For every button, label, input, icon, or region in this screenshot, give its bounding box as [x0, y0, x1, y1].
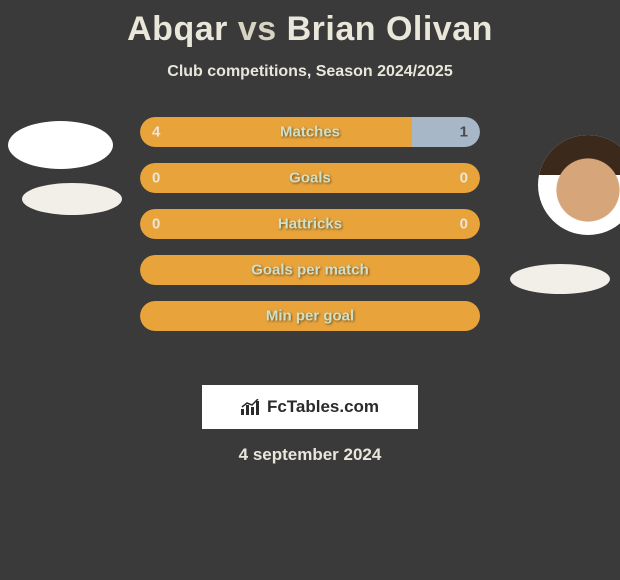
- bar-label: Hattricks: [140, 216, 480, 233]
- player2-face: [538, 135, 620, 235]
- snapshot-date: 4 september 2024: [0, 445, 620, 465]
- bar-label: Goals per match: [140, 262, 480, 279]
- stat-bar-row: 00Hattricks: [140, 209, 480, 239]
- comparison-stage: 41Matches 00Goals 00Hattricks Goals per mat…: [0, 117, 620, 377]
- player1-avatar-shape1: [8, 121, 113, 169]
- comparison-title: Abqar vs Brian Olivan: [0, 0, 620, 49]
- player1-name: Abqar: [127, 10, 228, 48]
- stat-bars: 41Matches 00Goals 00Hattricks Goals per mat…: [140, 117, 480, 347]
- vs-label: vs: [238, 10, 277, 48]
- player2-avatar: [538, 135, 620, 235]
- stat-bar-row: Min per goal: [140, 301, 480, 331]
- bar-label: Goals: [140, 170, 480, 187]
- branding-icon: [241, 399, 261, 415]
- player2-avatar-shape2: [510, 264, 610, 294]
- branding-badge[interactable]: FcTables.com: [202, 385, 418, 429]
- bar-label: Min per goal: [140, 308, 480, 325]
- branding-text: FcTables.com: [267, 397, 379, 417]
- stat-bar-row: 00Goals: [140, 163, 480, 193]
- subtitle: Club competitions, Season 2024/2025: [0, 63, 620, 81]
- stat-bar-row: Goals per match: [140, 255, 480, 285]
- player1-avatar-shape2: [22, 183, 122, 215]
- player2-name: Brian Olivan: [287, 10, 493, 48]
- stat-bar-row: 41Matches: [140, 117, 480, 147]
- bar-label: Matches: [140, 124, 480, 141]
